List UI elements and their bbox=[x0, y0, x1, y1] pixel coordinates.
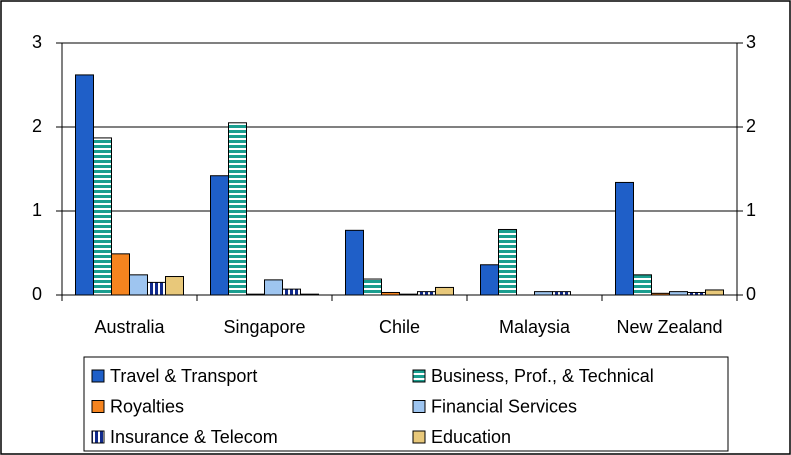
y-tick-label: 1 bbox=[32, 200, 42, 220]
legend-label: Travel & Transport bbox=[110, 366, 257, 386]
legend-label: Education bbox=[431, 427, 511, 447]
y2-tick-label: 3 bbox=[746, 32, 756, 52]
x-tick-label: Malaysia bbox=[499, 317, 571, 337]
legend-marker bbox=[91, 369, 105, 383]
y-tick-label: 0 bbox=[32, 284, 42, 304]
bar bbox=[228, 122, 247, 296]
bar bbox=[480, 264, 499, 296]
bar bbox=[93, 137, 112, 296]
legend-marker bbox=[412, 430, 426, 444]
y-tick-label: 2 bbox=[32, 116, 42, 136]
bar bbox=[282, 288, 301, 296]
bar bbox=[111, 253, 130, 296]
legend-label: Royalties bbox=[110, 396, 184, 416]
legend-box bbox=[83, 356, 729, 452]
bar bbox=[264, 279, 283, 296]
x-tick-label: New Zealand bbox=[616, 317, 722, 337]
legend-label: Financial Services bbox=[431, 396, 577, 416]
legend-marker bbox=[91, 430, 105, 444]
y2-tick-label: 0 bbox=[746, 284, 756, 304]
bar bbox=[534, 291, 553, 296]
bar bbox=[345, 229, 364, 296]
bar bbox=[210, 175, 229, 296]
bar bbox=[435, 286, 454, 296]
bar bbox=[129, 274, 148, 296]
legend-marker bbox=[91, 400, 105, 413]
legend-marker bbox=[412, 400, 426, 413]
bar bbox=[417, 291, 436, 296]
bar bbox=[705, 289, 724, 296]
legend-marker bbox=[412, 369, 426, 383]
x-tick-label: Chile bbox=[379, 317, 420, 337]
x-tick-label: Singapore bbox=[223, 317, 305, 337]
bar bbox=[633, 274, 652, 296]
y2-tick-label: 2 bbox=[746, 116, 756, 136]
y2-tick-label: 1 bbox=[746, 200, 756, 220]
bar bbox=[363, 278, 382, 296]
bar bbox=[147, 281, 166, 296]
y-tick-label: 3 bbox=[32, 32, 42, 52]
legend-label: Business, Prof., & Technical bbox=[431, 366, 654, 386]
legend-label: Insurance & Telecom bbox=[110, 427, 278, 447]
bar bbox=[552, 291, 571, 296]
bar bbox=[165, 276, 184, 296]
bar bbox=[75, 74, 94, 296]
bar bbox=[669, 291, 688, 296]
bar bbox=[615, 181, 634, 296]
bar bbox=[498, 228, 517, 296]
x-tick-label: Australia bbox=[94, 317, 165, 337]
